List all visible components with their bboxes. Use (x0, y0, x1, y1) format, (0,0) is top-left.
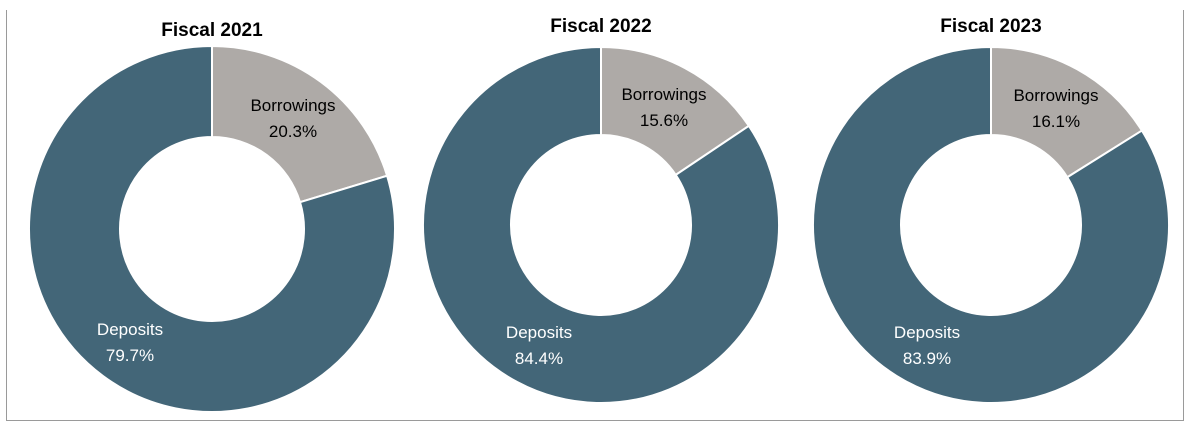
slice-deposits (28, 44, 396, 413)
slice-value-label: 20.3% (269, 122, 317, 141)
chart-frame (6, 10, 1184, 421)
slice-label: Deposits (97, 320, 163, 339)
chart-title: Fiscal 2021 (161, 20, 263, 41)
slice-label: Borrowings (250, 96, 335, 115)
slice-label: Borrowings (1013, 86, 1098, 105)
slice-deposits (812, 45, 1171, 404)
slice-deposits (422, 45, 780, 404)
chart-title: Fiscal 2022 (550, 16, 651, 37)
slice-borrowings (990, 45, 1144, 179)
chart-title: Fiscal 2023 (940, 16, 1041, 37)
slice-value-label: 79.7% (106, 346, 154, 365)
slice-borrowings (211, 44, 389, 204)
slice-value-label: 83.9% (903, 349, 951, 368)
slice-label: Deposits (506, 323, 572, 342)
slice-value-label: 15.6% (640, 111, 688, 130)
slice-value-label: 16.1% (1032, 112, 1080, 131)
slice-label: Deposits (894, 323, 960, 342)
slice-label: Borrowings (621, 85, 706, 104)
slice-value-label: 84.4% (515, 349, 563, 368)
